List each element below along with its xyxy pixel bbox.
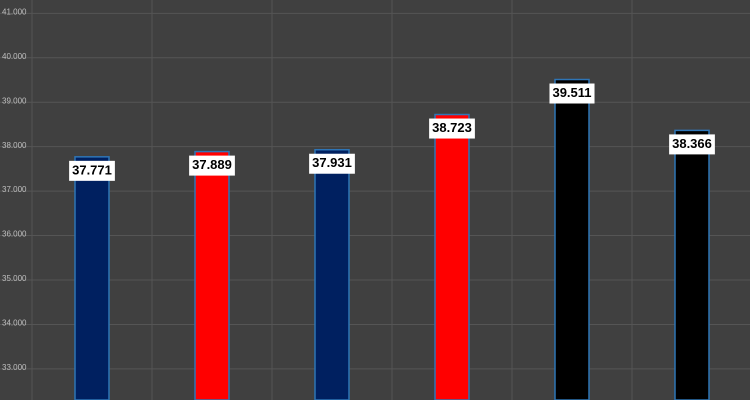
value-label: 37.771 <box>72 162 112 177</box>
value-label: 38.366 <box>672 136 712 151</box>
bar <box>434 113 470 400</box>
bar <box>194 150 230 400</box>
y-tick-label: 38.000 <box>2 141 27 150</box>
value-label-box <box>669 134 715 155</box>
bar <box>554 78 590 400</box>
bar <box>314 148 350 400</box>
y-tick-label: 41.000 <box>2 7 27 16</box>
y-tick-label: 35.000 <box>2 274 27 283</box>
value-label: 38.723 <box>432 120 472 135</box>
value-label-box <box>549 83 595 104</box>
bar <box>74 156 110 400</box>
value-label-box <box>189 155 235 176</box>
value-label-box <box>69 160 115 181</box>
y-tick-label: 34.000 <box>2 319 27 328</box>
value-label-box <box>309 153 355 174</box>
y-tick-label: 40.000 <box>2 52 27 61</box>
value-label: 39.511 <box>552 85 591 100</box>
y-tick-label: 33.000 <box>2 363 27 372</box>
value-label-box <box>429 118 475 139</box>
bar <box>674 129 710 400</box>
y-tick-label: 37.000 <box>2 185 27 194</box>
value-label: 37.889 <box>192 157 232 172</box>
y-tick-label: 39.000 <box>2 96 27 105</box>
y-tick-label: 36.000 <box>2 230 27 239</box>
value-label: 37.931 <box>312 155 352 170</box>
